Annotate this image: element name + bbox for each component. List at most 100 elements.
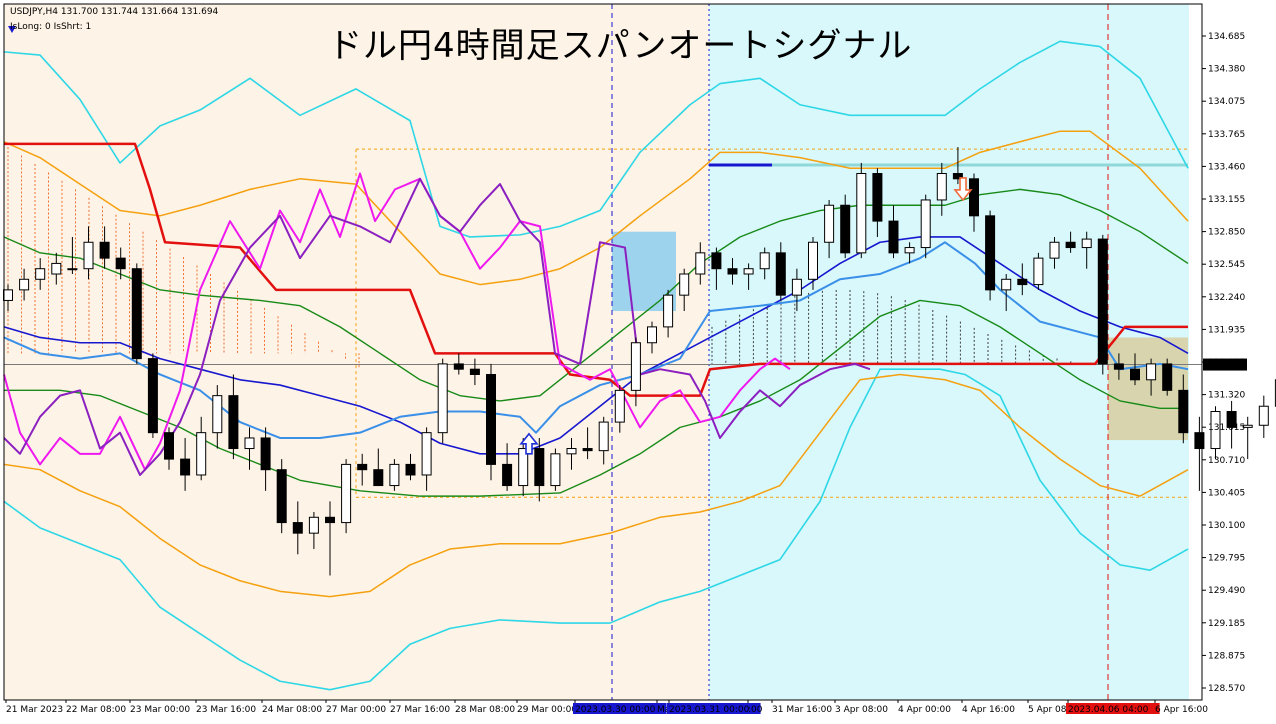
candle [872,168,883,237]
y-tick-label: 132.850 [1208,228,1245,238]
candle [469,358,480,386]
indicator-status-line: IsLong: 0 IsShrt: 1 [10,22,92,32]
candle [244,427,255,470]
candle [614,385,625,433]
current-price-tag [1203,358,1247,371]
candle-body [276,469,287,524]
x-tick-label: 23 Mar 16:00 [196,705,256,715]
candle-body [791,278,802,296]
candle [1033,252,1044,290]
candle-body [373,469,384,487]
candle [630,337,641,407]
candle [357,453,368,486]
x-tick-label: 3 Apr 08:00 [835,705,888,715]
candle-body [695,252,706,275]
candle [486,363,496,481]
candle-body [598,421,609,452]
candle [663,289,674,338]
x-tick-label: 24 Mar 08:00 [262,705,322,715]
y-tick-label: 134.380 [1208,65,1245,75]
candle-body [1178,389,1189,434]
lower-band-1 [3,373,1189,598]
candle [534,437,545,502]
x-tick-label: 29 Mar 00:00 [517,705,577,715]
candle [969,173,979,232]
candle [131,263,142,364]
candle-body [920,199,931,249]
indicator-lines [3,40,1189,691]
candle-body [1033,257,1044,286]
candle-body [115,257,126,270]
x-tick-label: 6 Apr 16:00 [1155,705,1208,715]
y-tick-label: 132.240 [1208,293,1245,303]
candle [1162,358,1173,396]
candle [824,199,835,259]
candle-body [164,432,174,460]
candle [1146,358,1157,396]
y-tick-label: 134.075 [1208,97,1245,107]
candle-body [1146,363,1157,381]
y-tick-label: 133.155 [1208,195,1245,205]
candle-body [1194,432,1205,450]
candle [83,226,94,280]
candle-body [550,453,561,487]
candle [1210,406,1221,460]
candle [936,162,947,216]
past-zone-background [4,4,709,700]
candle [566,437,577,470]
x-tick-label: 27 Mar 16:00 [390,705,450,715]
y-tick-label: 130.100 [1208,521,1245,531]
y-tick-label: 129.490 [1208,586,1245,596]
candle-body [196,432,207,476]
candle [35,258,46,290]
candle-body [469,368,480,375]
candle-body [1113,363,1124,370]
candle-body [1081,238,1092,249]
candle-body [83,241,94,270]
y-tick-label: 129.795 [1208,554,1245,564]
candle [1130,353,1140,386]
candle [1242,416,1253,460]
candle [1178,374,1189,444]
candle [1049,236,1060,269]
up-arrow-icon [519,432,539,455]
candle [1065,231,1076,253]
candle [1258,395,1269,438]
y-tick-label: 131.320 [1208,391,1245,401]
candle [743,263,754,290]
y-tick-label: 133.460 [1208,162,1245,172]
candle-body [453,363,464,370]
y-tick-label: 130.710 [1208,456,1245,466]
x-tick-highlight [1066,703,1160,714]
candle-body [582,448,593,452]
candle-body [1049,241,1060,259]
candle [437,358,448,444]
candle-body [936,173,947,201]
candle [1113,353,1124,380]
candle [164,427,174,470]
candle-body [389,463,400,487]
y-tick-label: 130.405 [1208,488,1245,498]
candle-body [711,252,722,270]
candle [952,147,963,185]
candle [341,459,352,534]
x-tick-label: 4 Apr 16:00 [962,705,1015,715]
candle-body [405,463,416,476]
candle [212,385,223,449]
x-tick-label: 2023.04.06 04:00 [1068,705,1149,715]
candle-body [1001,278,1012,291]
candle-body [1162,363,1173,391]
candle-body [840,204,851,254]
candle-body [534,448,545,487]
candle-body [1065,241,1076,249]
candle-body [824,204,835,243]
span-red-line [4,142,1188,397]
candle [695,242,706,285]
triangle-down-icon [8,26,16,33]
candle-body [985,215,996,291]
x-tick-highlight [667,703,761,714]
candle-body [872,173,883,222]
candle-body [147,358,158,434]
candle-body [486,373,496,465]
candle-body [1210,411,1221,450]
